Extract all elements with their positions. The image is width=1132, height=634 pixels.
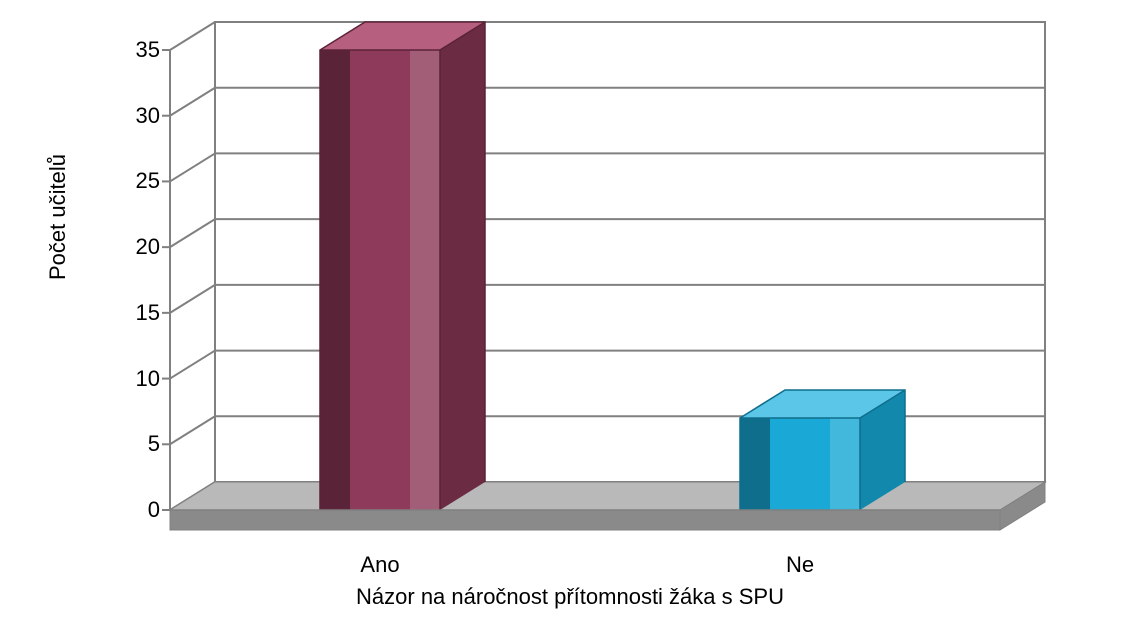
y-axis-label: Počet učitelů	[45, 154, 71, 280]
y-tick-label: 10	[110, 366, 160, 392]
category-labels: Ano Ne	[80, 552, 1060, 580]
y-tick-label: 20	[110, 234, 160, 260]
y-tick-label: 5	[110, 431, 160, 457]
chart-container: Počet učitelů 05101520253035 Ano Ne Názo…	[80, 20, 1060, 610]
y-tick-label: 15	[110, 300, 160, 326]
y-tick-label: 30	[110, 103, 160, 129]
chart-svg	[80, 20, 1060, 540]
y-tick-label: 0	[110, 497, 160, 523]
y-tick-label: 35	[110, 37, 160, 63]
x-axis-label: Názor na náročnost přítomnosti žáka s SP…	[80, 584, 1060, 610]
y-tick-label: 25	[110, 168, 160, 194]
category-label-ano: Ano	[360, 552, 399, 578]
category-label-ne: Ne	[786, 552, 814, 578]
